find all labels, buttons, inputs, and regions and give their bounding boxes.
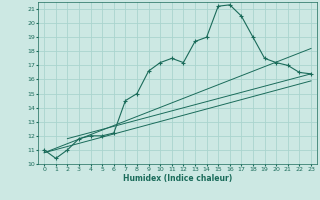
- X-axis label: Humidex (Indice chaleur): Humidex (Indice chaleur): [123, 174, 232, 183]
